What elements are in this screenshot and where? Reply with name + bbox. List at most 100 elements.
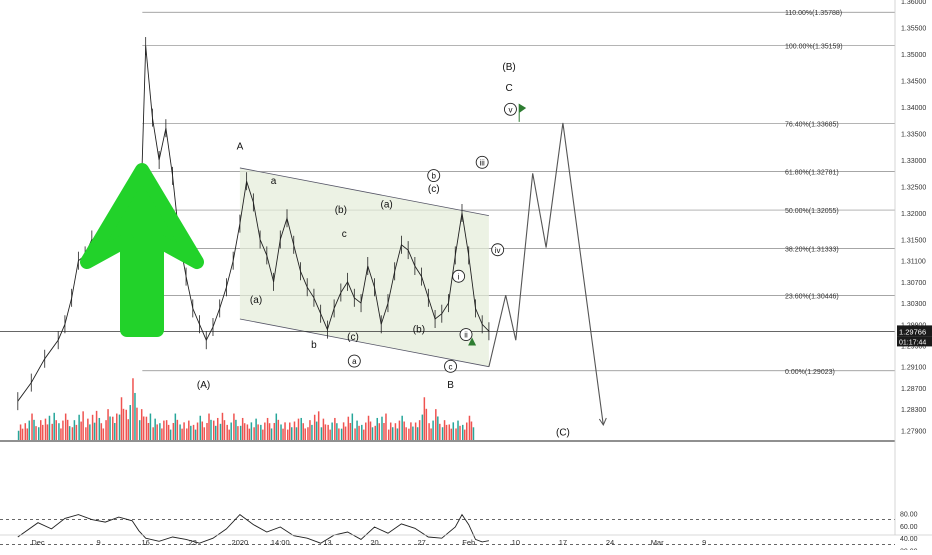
volume-bar (136, 407, 138, 440)
volume-bar (183, 422, 185, 440)
channel-upper (239, 167, 489, 217)
volume-bar (216, 417, 219, 440)
price-tick-label: 1.32000 (901, 211, 926, 218)
volume-bar (230, 422, 232, 440)
volume-bar (385, 413, 387, 440)
wave-circle (444, 359, 457, 373)
volume-bar (297, 418, 300, 440)
wave-label: C (505, 83, 512, 94)
volume-bar (60, 428, 62, 440)
price-tick-label: 1.31500 (901, 238, 926, 245)
volume-bar (71, 427, 74, 440)
fib-label: 61.80%(1.32781) (785, 170, 839, 177)
volume-bar (17, 430, 20, 440)
volume-bar (116, 413, 118, 440)
volume-bar (239, 425, 242, 440)
volume-bar (439, 423, 441, 440)
volume-bar (273, 422, 276, 440)
volume-bar (214, 425, 217, 440)
wave-circle (347, 354, 361, 368)
volume-bar (432, 420, 434, 440)
fib-label: 23.60%(1.30446) (785, 293, 839, 300)
volume-bar (289, 422, 291, 440)
volume-bar (425, 408, 428, 440)
volume-bar (221, 412, 224, 440)
volume-bar (324, 424, 327, 440)
volume-bar (243, 423, 246, 440)
volume-bar (412, 426, 414, 440)
volume-bar (109, 416, 111, 440)
flag-icon (518, 103, 527, 122)
wave-label: (a) (250, 295, 262, 306)
fib-label: 100.00%(1.35159) (785, 44, 843, 51)
volume-bar (172, 422, 175, 440)
volume-bar (134, 392, 136, 440)
volume-bar (307, 427, 309, 440)
current-price-box (897, 325, 932, 337)
volume-bar (122, 408, 125, 440)
fib-label: 76.40%(1.33685) (785, 122, 839, 129)
volume-bar (176, 419, 179, 440)
volume-bar (163, 420, 165, 440)
volume-bar (58, 423, 60, 440)
volume-bar (102, 428, 105, 440)
small-arrow-up-icon (468, 337, 477, 346)
volume-bar (31, 413, 33, 440)
projection-arrowhead (598, 417, 607, 427)
volume-bar (378, 423, 380, 440)
rsi-line (17, 513, 489, 544)
volume-bar (206, 422, 208, 440)
wave-circle (427, 169, 441, 183)
wave-label: i (458, 272, 460, 281)
volume-bar (331, 422, 333, 440)
volume-bar (398, 420, 401, 440)
wave-label: a (271, 176, 277, 187)
wave-label: (c) (428, 184, 440, 195)
volume-bar (311, 424, 313, 440)
volume-bar (358, 425, 360, 440)
volume-bar (125, 409, 127, 440)
volume-bar (287, 429, 289, 440)
rsi-tick-label: 40.00 (900, 536, 918, 543)
volume-bar (19, 424, 22, 440)
volume-bar (437, 416, 439, 440)
volume-bar (118, 414, 121, 440)
fib-label: 38.20%(1.31333) (785, 246, 839, 253)
volume-bar (95, 410, 98, 440)
volume-bar (317, 411, 320, 440)
wave-label: v (508, 105, 512, 114)
volume-bar (154, 418, 156, 440)
volume-bar (363, 429, 365, 440)
volume-bar (361, 424, 363, 440)
price-tick-label: 1.30300 (901, 301, 926, 308)
volume-bar (336, 423, 338, 440)
fib-label: 0.00%(1.29023) (785, 369, 835, 376)
volume-bar (322, 418, 325, 440)
volume-bar (40, 420, 42, 440)
volume-bar (351, 413, 354, 440)
volume-bar (233, 413, 235, 440)
wave-label: B (447, 380, 454, 391)
volume-bar (280, 424, 282, 440)
volume-bar (448, 424, 451, 440)
time-tick-label: 17 (559, 538, 567, 547)
time-tick-label: 27 (417, 538, 425, 547)
price-tick-label: 1.28700 (901, 386, 926, 393)
volume-bar (147, 422, 150, 440)
volume-bar (93, 422, 96, 440)
price-tick-label: 1.31100 (901, 259, 926, 266)
volume-bar (138, 420, 141, 440)
wave-label: iv (495, 246, 501, 255)
channel-fill (239, 167, 489, 367)
volume-bar (152, 427, 154, 440)
volume-bar (64, 413, 67, 440)
volume-bar (275, 413, 278, 440)
volume-bar (78, 414, 80, 440)
wave-label: (B) (502, 62, 515, 73)
volume-bar (248, 428, 251, 440)
volume-bar (304, 428, 306, 440)
time-tick-label: 2020 (232, 538, 249, 547)
rsi-tick-label: 60.00 (900, 524, 918, 531)
